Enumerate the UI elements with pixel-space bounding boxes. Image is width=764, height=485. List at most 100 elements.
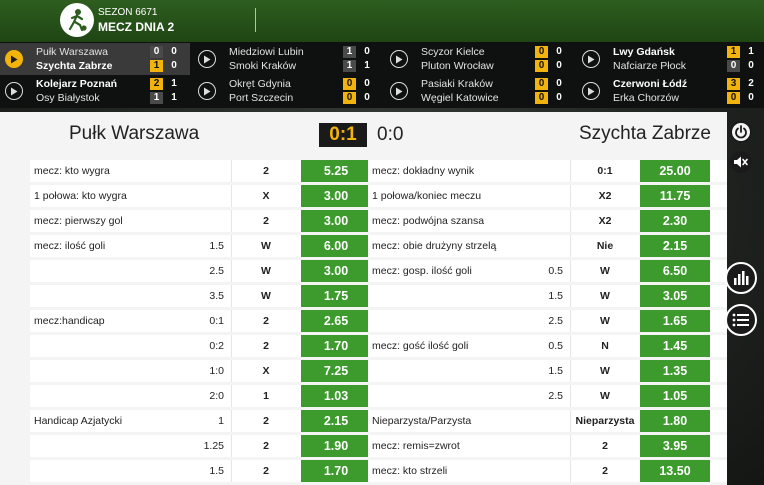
power-button[interactable]: [730, 121, 752, 143]
soccer-player-logo-icon: [60, 3, 94, 37]
ticker-home-team: Okręt Gdynia: [229, 78, 291, 90]
odds-button[interactable]: 3.00: [301, 210, 371, 232]
play-icon[interactable]: [390, 50, 408, 68]
ticker-home-halftime: 2: [748, 78, 754, 89]
column-divider: [570, 235, 571, 257]
market-name: mecz: dokładny wynik: [372, 165, 475, 177]
ticker-match[interactable]: Lwy Gdańsk Nafciarze Płock 1 0 1 0: [577, 43, 764, 75]
column-divider: [570, 360, 571, 382]
market-line: 1.25: [203, 440, 224, 452]
odds-button[interactable]: 2.30: [640, 210, 710, 232]
selection: X: [262, 365, 270, 377]
ticker-match[interactable]: Scyzor Kielce Pluton Wrocław 0 0 0 0: [385, 43, 575, 75]
odds-button[interactable]: 13.50: [640, 460, 710, 482]
ticker-match[interactable]: Czerwoni Łódź Erka Chorzów 3 0 2 0: [577, 75, 764, 107]
odds-row: 2.5 W 1.65: [368, 310, 727, 332]
odds-button[interactable]: 5.25: [301, 160, 371, 182]
ticker-away-team: Erka Chorzów: [613, 92, 679, 104]
match-list-button[interactable]: [725, 304, 757, 336]
ticker-away-team: Smoki Kraków: [229, 60, 297, 72]
betting-panel: Pułk Warszawa 0:1 0:0 Szychta Zabrze mec…: [0, 112, 727, 485]
odds-row: mecz: remis=zwrot 2 3.95: [368, 435, 727, 457]
odds-button[interactable]: 1.75: [301, 285, 371, 307]
odds-row: 1.5 W 1.35: [368, 360, 727, 382]
market-name: mecz:handicap: [34, 315, 105, 327]
odds-button[interactable]: 25.00: [640, 160, 710, 182]
play-icon[interactable]: [390, 82, 408, 100]
odds-button[interactable]: 3.00: [301, 260, 371, 282]
odds-button[interactable]: 3.00: [301, 185, 371, 207]
ticker-away-halftime: 0: [748, 60, 754, 71]
play-icon[interactable]: [5, 82, 23, 100]
market-line: [518, 160, 563, 182]
play-icon[interactable]: [582, 50, 600, 68]
odds-row: 3.5 W 1.75: [30, 285, 371, 307]
odds-row: 2.5 W 1.05: [368, 385, 727, 407]
market-line: 0:1: [209, 315, 224, 327]
odds-button[interactable]: 3.95: [640, 435, 710, 457]
market-line: [518, 435, 563, 457]
selection: X2: [598, 215, 612, 227]
ticker-match[interactable]: Pułk Warszawa Szychta Zabrze 0 1 0 0: [0, 43, 190, 75]
odds-button[interactable]: 1.80: [640, 410, 710, 432]
play-icon[interactable]: [582, 82, 600, 100]
odds-button[interactable]: 7.25: [301, 360, 371, 382]
selection: 2: [263, 440, 269, 452]
odds-button[interactable]: 1.65: [640, 310, 710, 332]
market-line: [518, 460, 563, 482]
ticker-home-score: 1: [343, 46, 356, 58]
power-icon: [735, 125, 747, 139]
odds-row: mecz: podwójna szansa X2 2.30: [368, 210, 727, 232]
mute-button[interactable]: [730, 151, 752, 173]
selection: 2: [263, 315, 269, 327]
ticker-match[interactable]: Kolejarz Poznań Osy Białystok 2 1 1 1: [0, 75, 190, 107]
odds-button[interactable]: 2.15: [640, 235, 710, 257]
ticker-home-halftime: 0: [556, 46, 562, 57]
ticker-away-halftime: 1: [171, 92, 177, 103]
odds-button[interactable]: 11.75: [640, 185, 710, 207]
market-line: [518, 210, 563, 232]
odds-button[interactable]: 1.45: [640, 335, 710, 357]
market-line: 1:0: [209, 365, 224, 377]
home-team-name: Pułk Warszawa: [69, 123, 200, 144]
ticker-away-halftime: 0: [556, 60, 562, 71]
column-divider: [570, 410, 571, 432]
ticker-home-score: 0: [535, 78, 548, 90]
odds-button[interactable]: 1.90: [301, 435, 371, 457]
statistics-button[interactable]: [725, 262, 757, 294]
column-divider: [231, 335, 232, 357]
ticker-away-team: Port Szczecin: [229, 92, 294, 104]
odds-button[interactable]: 6.50: [640, 260, 710, 282]
selection: 2: [263, 340, 269, 352]
market-name: Handicap Azjatycki: [34, 415, 123, 427]
odds-button[interactable]: 1.70: [301, 460, 371, 482]
column-divider: [570, 385, 571, 407]
odds-button[interactable]: 3.05: [640, 285, 710, 307]
play-icon[interactable]: [198, 82, 216, 100]
play-icon[interactable]: [198, 50, 216, 68]
odds-button[interactable]: 2.65: [301, 310, 371, 332]
odds-button[interactable]: 1.35: [640, 360, 710, 382]
ticker-match[interactable]: Miedziowi Lubin Smoki Kraków 1 1 0 1: [193, 43, 383, 75]
ticker-match[interactable]: Pasiaki Kraków Węgiel Katowice 0 0 0 0: [385, 75, 575, 107]
column-divider: [231, 310, 232, 332]
odds-button[interactable]: 1.70: [301, 335, 371, 357]
selection: W: [261, 265, 271, 277]
odds-button[interactable]: 6.00: [301, 235, 371, 257]
odds-row: 1 połowa/koniec meczu X2 11.75: [368, 185, 727, 207]
odds-row: mecz: kto strzeli 2 13.50: [368, 460, 727, 482]
play-icon[interactable]: [5, 50, 23, 68]
odds-button[interactable]: 1.05: [640, 385, 710, 407]
bar-chart-icon: [734, 271, 749, 285]
odds-row: 1.5 W 3.05: [368, 285, 727, 307]
market-line: 0:2: [209, 340, 224, 352]
ticker-home-team: Czerwoni Łódź: [613, 78, 688, 90]
ticker-home-score: 0: [535, 46, 548, 58]
ticker-away-team: Pluton Wrocław: [421, 60, 494, 72]
ticker-match[interactable]: Okręt Gdynia Port Szczecin 0 0 0 0: [193, 75, 383, 107]
odds-row: 1 połowa: kto wygra X 3.00: [30, 185, 371, 207]
market-line: 1.5: [209, 240, 224, 252]
ticker-away-score: 1: [343, 60, 356, 72]
odds-button[interactable]: 2.15: [301, 410, 371, 432]
odds-button[interactable]: 1.03: [301, 385, 371, 407]
